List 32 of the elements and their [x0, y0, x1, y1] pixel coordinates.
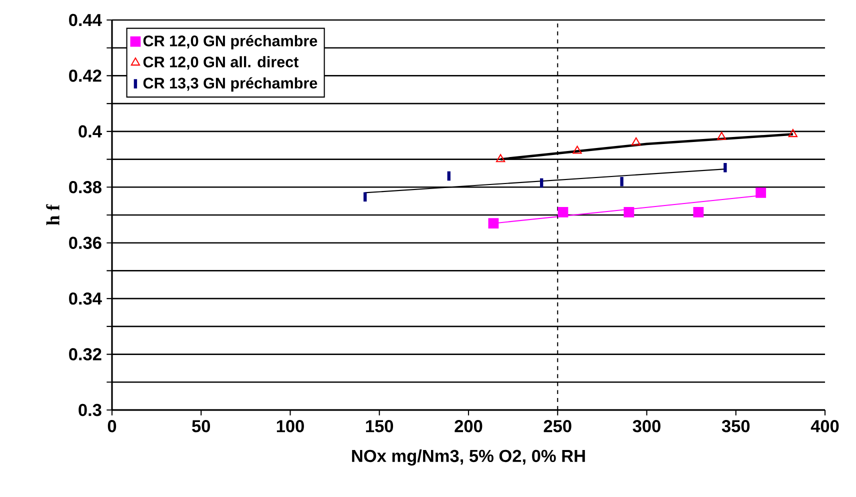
point — [788, 129, 798, 138]
x-tick-label: 300 — [632, 420, 660, 432]
point — [631, 137, 641, 146]
y-tick-label: 0.4 — [78, 125, 102, 138]
point — [558, 207, 568, 218]
x-tick-label: 200 — [454, 420, 482, 432]
y-tick-label: 0.36 — [69, 236, 102, 249]
point — [756, 188, 766, 198]
x-tick-label: 250 — [544, 420, 572, 432]
x-tick-label: 400 — [810, 420, 839, 432]
point — [496, 154, 506, 162]
point — [488, 218, 499, 229]
legend-label: CR 12,0 GN préchambre — [143, 34, 318, 50]
y-tick-label: 0.32 — [69, 348, 102, 360]
legend-label: CR 13,3 GN préchambre — [143, 77, 318, 92]
y-tick-label: 0.34 — [69, 292, 102, 305]
point — [693, 207, 704, 218]
legend-label: CR 12,0 GN all. direct — [143, 56, 298, 70]
x-tick-label: 0 — [108, 420, 116, 432]
y-tick-label: 0.44 — [69, 14, 102, 26]
point — [624, 207, 634, 218]
x-tick-label: 100 — [276, 420, 304, 432]
point — [572, 146, 582, 154]
x-axis-title: NOx mg/Nm3, 5% O2, 0% RH — [352, 449, 585, 466]
x-tick-label: 50 — [192, 420, 210, 432]
point — [717, 132, 726, 140]
y-tick-label: 0.38 — [69, 181, 102, 194]
y-axis-title: h f — [46, 204, 60, 226]
x-tick-label: 150 — [366, 420, 394, 432]
y-tick-label: 0.3 — [78, 404, 102, 416]
y-tick-label: 0.42 — [69, 70, 102, 82]
x-tick-label: 350 — [722, 420, 750, 432]
